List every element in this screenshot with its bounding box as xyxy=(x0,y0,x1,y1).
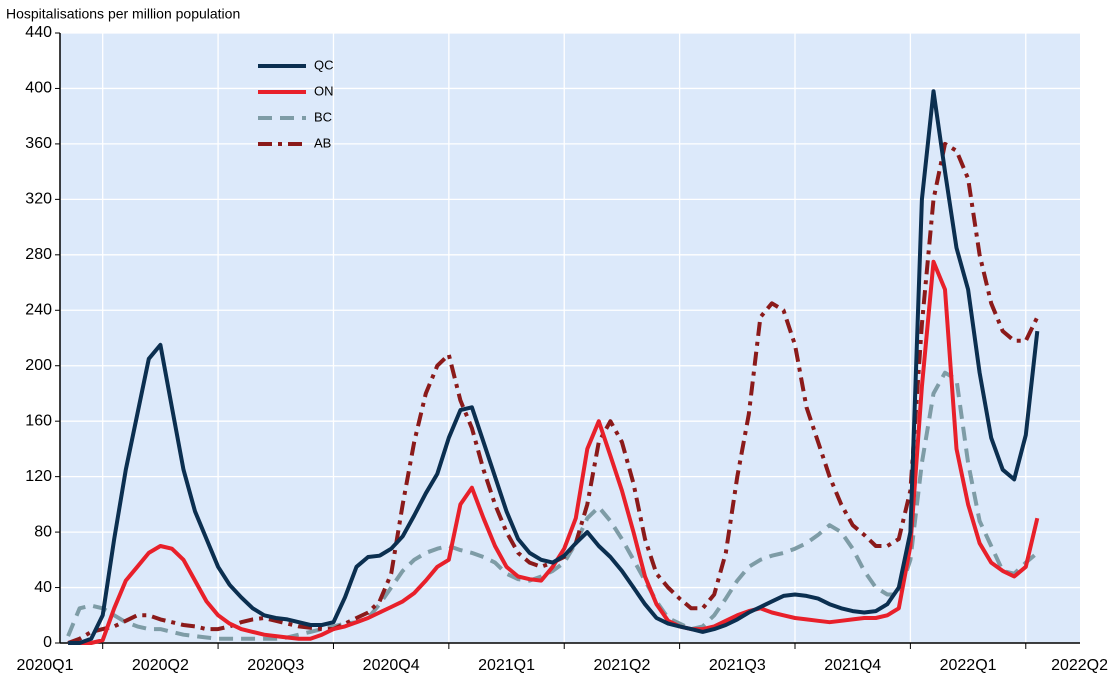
x-tick-label: 2021Q3 xyxy=(709,657,766,674)
legend-label: AB xyxy=(314,135,331,150)
x-tick-label: 2021Q2 xyxy=(593,657,650,674)
x-tick-label: 2020Q1 xyxy=(17,657,74,674)
x-tick-label: 2021Q1 xyxy=(478,657,535,674)
y-tick-label: 280 xyxy=(25,246,52,263)
y-tick-label: 240 xyxy=(25,301,52,318)
x-tick-label: 2020Q3 xyxy=(247,657,304,674)
legend-label: BC xyxy=(314,109,332,124)
series-line xyxy=(68,89,1040,645)
y-tick-label: 360 xyxy=(25,135,52,152)
y-tick-label: 160 xyxy=(25,412,52,429)
y-tick-label: 120 xyxy=(25,468,52,485)
y-tick-label: 0 xyxy=(43,634,52,651)
legend-label: QC xyxy=(314,57,334,72)
x-tick-label: 2021Q4 xyxy=(824,657,881,674)
y-tick-label: 400 xyxy=(25,80,52,97)
series-line xyxy=(68,259,1040,645)
y-tick-label: 80 xyxy=(34,523,52,540)
series-line xyxy=(66,370,1039,641)
legend-label: ON xyxy=(314,83,334,98)
x-tick-label: 2022Q2 xyxy=(1051,657,1108,674)
y-tick-label: 200 xyxy=(25,357,52,374)
y-tick-label: 40 xyxy=(34,579,52,596)
y-tick-label: 320 xyxy=(25,191,52,208)
y-tick-label: 440 xyxy=(25,24,52,41)
x-tick-label: 2022Q1 xyxy=(940,657,997,674)
x-tick-label: 2020Q4 xyxy=(363,657,420,674)
y-axis-title: Hospitalisations per million population xyxy=(6,6,240,22)
x-tick-label: 2020Q2 xyxy=(132,657,189,674)
